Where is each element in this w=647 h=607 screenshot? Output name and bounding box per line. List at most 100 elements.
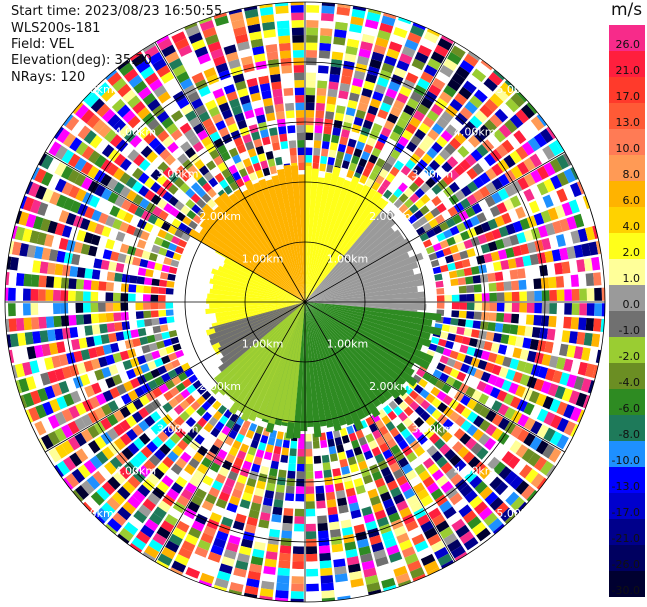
noise-gate [399, 539, 413, 551]
noise-gate [75, 188, 87, 202]
noise-gate [271, 81, 282, 90]
noise-gate [156, 174, 168, 186]
noise-gate [69, 265, 79, 278]
noise-gate [439, 221, 450, 232]
noise-gate [429, 433, 441, 445]
noise-gate [586, 288, 595, 301]
noise-gate [90, 302, 99, 313]
noise-gate [360, 151, 371, 161]
noise-gate [61, 327, 71, 340]
start-time-label: Start time: 2023/08/23 16:50:55 [11, 4, 223, 19]
noise-gate [234, 481, 245, 492]
noise-gate [478, 158, 491, 171]
noise-gate [355, 484, 366, 495]
noise-gate [501, 139, 515, 153]
colorbar-swatch [609, 51, 645, 78]
noise-gate [420, 410, 431, 422]
noise-gate [144, 177, 156, 189]
noise-gate [175, 211, 186, 222]
noise-gate [399, 85, 412, 98]
noise-gate [170, 110, 184, 122]
noise-gate [169, 386, 180, 397]
noise-gate [510, 280, 520, 291]
noise-gate [463, 536, 479, 551]
velocity-sector [244, 179, 305, 302]
noise-gate [184, 147, 196, 159]
noise-gate [578, 317, 587, 331]
noise-gate [450, 118, 463, 131]
noise-gate [478, 330, 488, 340]
velocity-sector [305, 302, 393, 401]
noise-gate [223, 185, 233, 195]
noise-gate [348, 92, 360, 102]
noise-gate [42, 401, 54, 416]
noise-gate [140, 524, 155, 538]
noise-gate [550, 414, 563, 429]
noise-gate [576, 409, 585, 423]
noise-gate [188, 527, 202, 539]
noise-gate [515, 206, 526, 219]
noise-gate [519, 243, 530, 255]
noise-gate [32, 374, 44, 388]
noise-gate [224, 436, 235, 447]
noise-gate [320, 567, 333, 577]
noise-gate [20, 195, 28, 209]
noise-gate [576, 259, 586, 273]
noise-gate [579, 303, 587, 316]
noise-gate [91, 269, 101, 280]
noise-gate [159, 443, 171, 456]
noise-gate [355, 109, 366, 120]
noise-gate [108, 364, 119, 376]
noise-gate [230, 66, 243, 77]
noise-gate [452, 441, 464, 454]
noise-gate [22, 228, 33, 243]
noise-gate [339, 82, 351, 92]
noise-gate [66, 352, 76, 365]
noise-gate [435, 280, 444, 288]
noise-gate [437, 402, 448, 413]
noise-gate [58, 353, 69, 367]
noise-gate [194, 104, 207, 116]
noise-gate [109, 456, 123, 470]
noise-gate [127, 442, 140, 455]
noise-gate [275, 5, 289, 14]
noise-gate [559, 218, 570, 232]
noise-gate [247, 570, 261, 581]
noise-gate [68, 405, 80, 419]
noise-gate [275, 438, 283, 448]
noise-gate [148, 137, 161, 150]
noise-gate [403, 406, 414, 417]
noise-gate [320, 582, 335, 592]
noise-gate [252, 494, 263, 505]
velocity-sector [271, 175, 305, 302]
noise-gate [371, 123, 383, 134]
noise-gate [157, 130, 170, 142]
noise-gate [221, 425, 231, 436]
noise-gate [116, 208, 127, 221]
noise-gate [543, 427, 556, 442]
noise-gate [216, 570, 231, 582]
noise-gate [319, 35, 332, 44]
noise-gate [431, 513, 446, 527]
noise-gate [48, 249, 59, 262]
noise-gate [60, 315, 70, 327]
noise-gate [305, 87, 316, 96]
noise-gate [473, 129, 486, 143]
noise-gate [480, 221, 491, 233]
noise-gate [168, 507, 182, 520]
noise-gate [38, 437, 48, 451]
noise-gate [465, 386, 476, 398]
velocity-sector [288, 302, 305, 423]
noise-gate [519, 464, 533, 479]
noise-gate [138, 159, 151, 172]
noise-gate [336, 6, 351, 16]
noise-gate [188, 135, 200, 147]
noise-gate [246, 578, 260, 588]
noise-gate [462, 510, 477, 524]
noise-gate [256, 68, 269, 78]
noise-gate [575, 392, 588, 408]
noise-gate [210, 544, 224, 556]
noise-gate [168, 421, 180, 432]
noise-gate [434, 44, 449, 58]
noise-gate [494, 377, 505, 389]
